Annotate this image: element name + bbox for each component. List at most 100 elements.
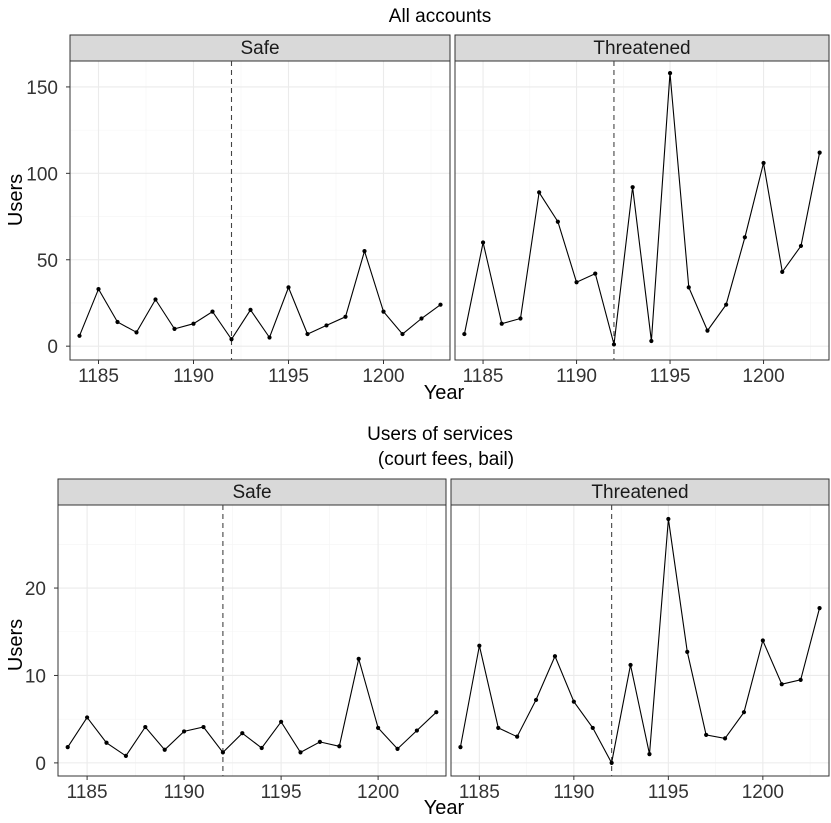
x-tick-label: 1195: [268, 366, 309, 387]
data-point: [499, 321, 504, 326]
plot-panel: [454, 60, 830, 361]
data-point: [400, 331, 405, 337]
data-point: [704, 732, 709, 738]
data-point: [305, 331, 310, 337]
data-point: [649, 338, 654, 344]
chart-title: All accounts: [389, 6, 491, 27]
data-point: [172, 326, 177, 331]
x-tick-label: 1185: [67, 782, 108, 803]
data-point: [574, 280, 579, 285]
x-tick-label: 1200: [362, 366, 404, 387]
plot-panel-border: [69, 60, 451, 361]
data-point: [458, 745, 463, 750]
data-point: [104, 740, 109, 745]
facet-strip-label: Safe: [232, 482, 271, 503]
y-tick-label: 0: [35, 754, 46, 775]
series-line: [459, 518, 821, 765]
x-tick-label: 1195: [261, 782, 302, 803]
data-point: [552, 654, 558, 659]
data-point: [666, 516, 671, 522]
data-point: [191, 321, 196, 326]
data-point: [153, 297, 158, 302]
data-point: [780, 269, 785, 274]
y-axis-title: Users: [5, 174, 27, 226]
data-point: [760, 638, 765, 643]
data-point: [267, 335, 272, 340]
x-tick-label: 1200: [357, 782, 399, 803]
facet-strip: [69, 34, 451, 62]
data-point: [298, 750, 303, 755]
data-point: [438, 302, 443, 307]
data-point: [395, 746, 400, 752]
y-tick-label: 100: [26, 164, 58, 185]
data-point: [381, 309, 386, 314]
data-point: [685, 649, 690, 654]
facet-strip-label: Safe: [240, 38, 279, 59]
data-point: [555, 219, 560, 224]
data-point: [593, 271, 598, 276]
data-point: [798, 243, 804, 249]
data-point: [356, 656, 361, 661]
chart-1: All accounts Safe 1185 1190 1195 1200 0 50 100 15…: [5, 6, 830, 404]
data-point: [240, 731, 245, 736]
series-line: [67, 658, 437, 757]
panel-threatened: Threatened 1185 1190 1195 1200: [450, 478, 830, 803]
x-axis-title: Year: [424, 797, 465, 819]
data-point: [337, 744, 342, 749]
facet-strip-label: Threatened: [591, 482, 688, 503]
y-tick-label: 0: [47, 337, 58, 358]
data-point: [65, 745, 70, 750]
data-point: [115, 319, 120, 325]
data-point: [210, 309, 215, 314]
data-point: [259, 745, 264, 751]
x-tick-label: 1185: [459, 782, 500, 803]
plot-panel-border: [57, 504, 447, 777]
x-axis-title: Year: [424, 382, 465, 404]
data-point: [414, 728, 419, 733]
plot-panel-border: [454, 60, 830, 361]
data-point: [419, 316, 424, 321]
data-point: [686, 285, 691, 290]
data-point: [647, 752, 652, 757]
panel-safe: Safe 1185 1190 1195 1200 0 10 20: [25, 478, 447, 803]
data-point: [376, 725, 381, 731]
data-point: [628, 662, 633, 668]
data-point: [134, 330, 139, 335]
data-point: [162, 747, 167, 752]
data-point: [817, 606, 822, 611]
x-tick-label: 1190: [164, 782, 205, 803]
y-tick-label: 10: [25, 666, 46, 687]
data-point: [317, 739, 322, 745]
x-tick-label: 1190: [173, 366, 214, 387]
y-tick-label: 150: [26, 78, 58, 99]
data-point: [537, 190, 542, 195]
chart-title-line: (court fees, bail): [378, 449, 514, 470]
data-point: [779, 682, 784, 687]
data-point: [143, 724, 148, 730]
plot-panel: [57, 504, 447, 777]
data-point: [724, 302, 729, 307]
facet-strip: [454, 34, 830, 62]
x-tick-label: 1200: [742, 782, 784, 803]
data-point: [609, 760, 614, 765]
data-point: [518, 316, 523, 321]
chart-title: Users of services (court fees, bail): [367, 424, 514, 470]
data-point: [362, 249, 367, 254]
data-point: [761, 160, 766, 166]
data-point: [798, 677, 803, 682]
data-point: [533, 697, 539, 703]
data-point: [324, 323, 329, 328]
chart-title-line: Users of services: [367, 424, 513, 445]
data-point: [248, 307, 253, 312]
data-point: [667, 70, 673, 76]
plot-panel-border: [450, 504, 830, 777]
facet-strip-label: Threatened: [593, 38, 690, 59]
series-line: [78, 249, 441, 341]
panel-threatened: Threatened 1185 1190 1195 1200: [454, 34, 830, 387]
facet-strip: [450, 478, 830, 506]
x-tick-label: 1190: [553, 782, 594, 803]
data-point: [705, 328, 710, 333]
data-point: [182, 729, 187, 734]
data-point: [77, 333, 82, 338]
data-point: [480, 240, 486, 245]
